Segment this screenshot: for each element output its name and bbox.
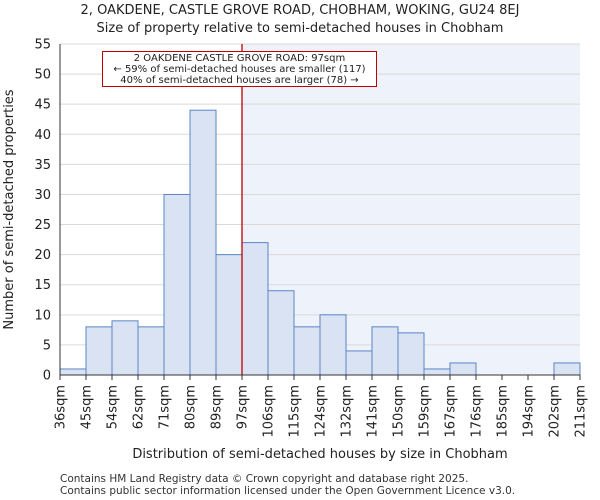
histogram-bar <box>85 326 113 376</box>
y-tick-label: 45 <box>34 98 51 113</box>
y-tick-label: 35 <box>34 158 51 173</box>
x-tick-label: 45sqm <box>80 385 95 429</box>
y-tick-label: 50 <box>34 68 51 83</box>
y-tick-label: 5 <box>43 338 51 353</box>
x-tick-label: 62sqm <box>132 385 147 429</box>
x-tick-label: 97sqm <box>236 385 251 429</box>
y-tick-label: 25 <box>34 218 51 233</box>
histogram-bar <box>215 254 243 376</box>
footer-copyright: Contains HM Land Registry data © Crown c… <box>60 473 469 485</box>
y-tick-label: 20 <box>34 248 51 263</box>
y-axis-label: Number of semi-detached properties <box>2 89 17 329</box>
annotation-line-3: 40% of semi-detached houses are larger (… <box>120 75 359 86</box>
chart-title: Size of property relative to semi-detach… <box>96 21 504 36</box>
histogram-bar <box>345 350 373 376</box>
x-tick-label: 71sqm <box>158 385 173 429</box>
y-tick-label: 55 <box>34 38 51 53</box>
histogram-bar <box>371 326 399 376</box>
histogram-bar <box>189 109 217 376</box>
x-tick-label: 141sqm <box>366 385 381 438</box>
y-tick-label: 15 <box>34 278 51 293</box>
footer-licence: Contains public sector information licen… <box>60 485 516 497</box>
highlight-region <box>242 44 580 375</box>
annotation-line-1: 2 OAKDENE CASTLE GROVE ROAD: 97sqm <box>133 53 346 64</box>
x-tick-label: 80sqm <box>184 385 199 429</box>
y-tick-label: 10 <box>34 308 51 323</box>
x-tick-label: 211sqm <box>574 385 589 438</box>
x-tick-label: 115sqm <box>288 385 303 438</box>
x-tick-label: 132sqm <box>340 385 355 438</box>
histogram-bar <box>449 362 477 376</box>
x-tick-label: 202sqm <box>548 385 563 438</box>
histogram-bar <box>553 362 581 376</box>
chart-title-address: 2, OAKDENE, CASTLE GROVE ROAD, CHOBHAM, … <box>80 3 520 18</box>
histogram-bar <box>319 314 347 376</box>
x-tick-label: 194sqm <box>522 385 537 438</box>
x-tick-label: 176sqm <box>470 385 485 438</box>
histogram-bar <box>137 326 165 376</box>
x-tick-label: 185sqm <box>496 385 511 438</box>
x-tick-label: 167sqm <box>444 385 459 438</box>
histogram-bar <box>111 320 139 376</box>
x-tick-label: 150sqm <box>392 385 407 438</box>
histogram-bar <box>163 193 191 376</box>
y-tick-label: 0 <box>43 369 51 384</box>
x-tick-label: 124sqm <box>314 385 329 438</box>
y-tick-label: 40 <box>34 128 51 143</box>
x-tick-label: 36sqm <box>54 385 69 429</box>
histogram-bar <box>397 332 425 376</box>
histogram-bar <box>267 290 295 376</box>
histogram-bar <box>293 326 321 376</box>
y-tick-label: 30 <box>34 188 51 203</box>
histogram-bar <box>241 242 269 376</box>
histogram-bar <box>423 368 451 376</box>
x-tick-label: 106sqm <box>262 385 277 438</box>
annotation-box: 2 OAKDENE CASTLE GROVE ROAD: 97sqm ← 59%… <box>102 51 377 87</box>
x-tick-label: 159sqm <box>418 385 433 438</box>
annotation-line-2: ← 59% of semi-detached houses are smalle… <box>113 64 366 75</box>
histogram-bar <box>59 368 87 376</box>
x-tick-label: 89sqm <box>210 385 225 429</box>
x-tick-label: 54sqm <box>106 385 121 429</box>
x-axis-label: Distribution of semi-detached houses by … <box>132 447 507 462</box>
